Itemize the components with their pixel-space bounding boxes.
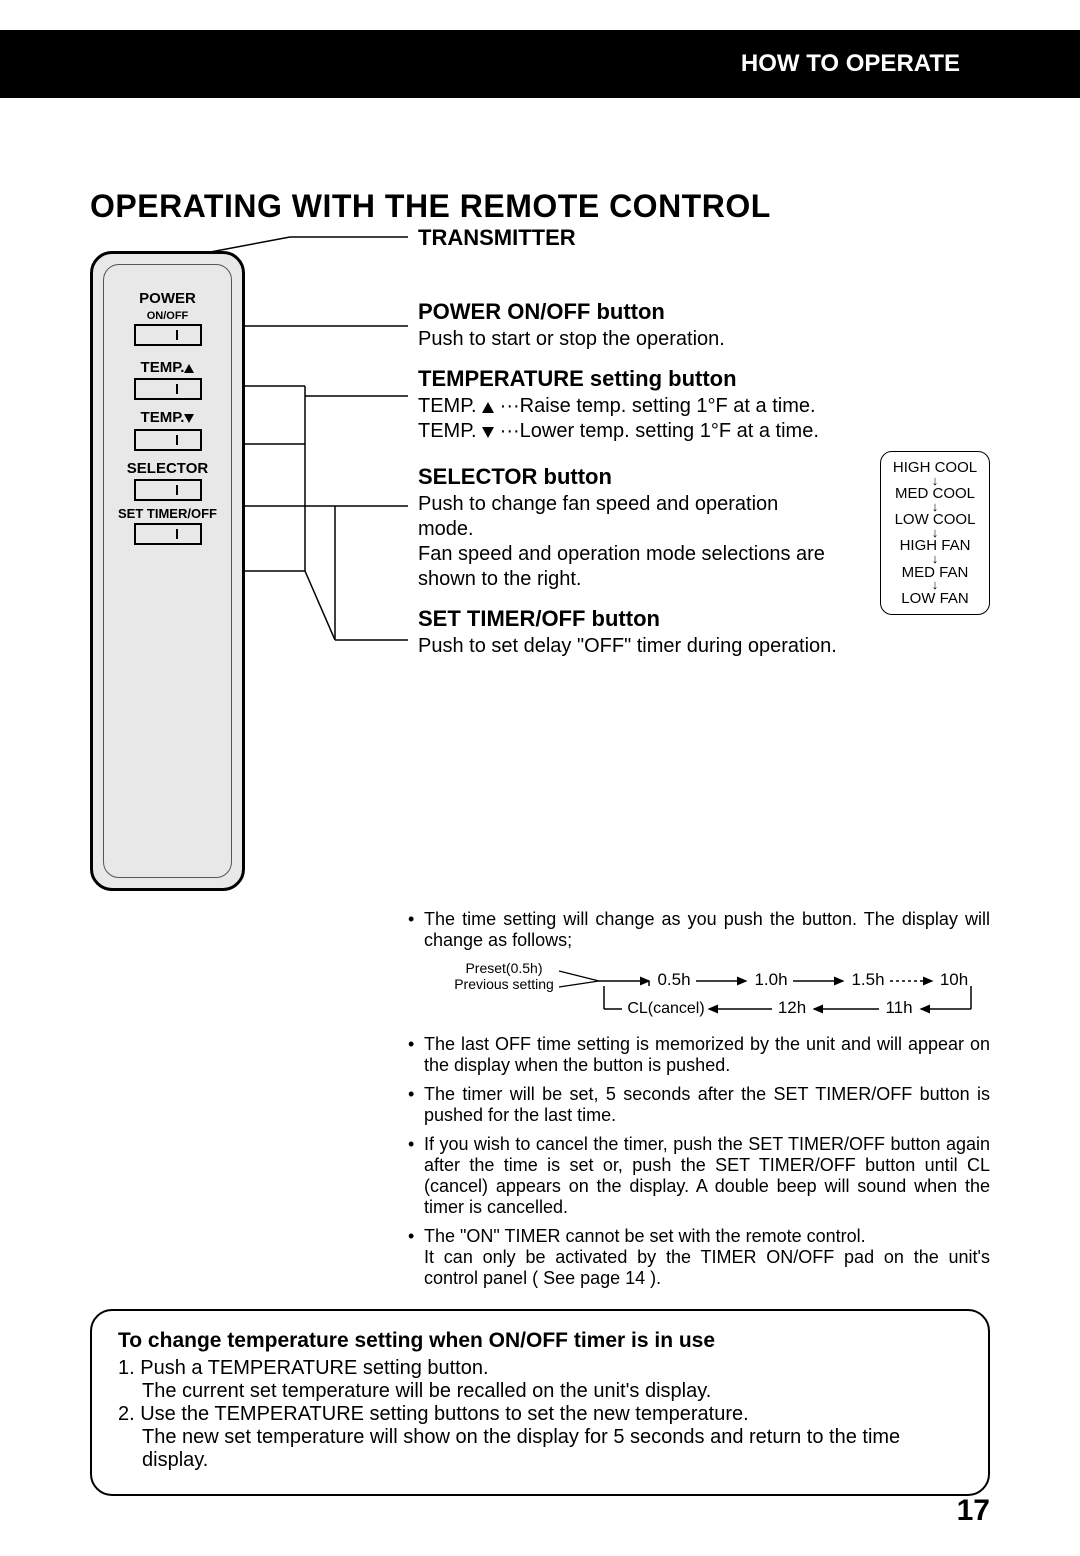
note-item: If you wish to cancel the timer, push th… [408, 1134, 990, 1218]
flow-svg: Preset(0.5h) Previous setting 0.5h 1.0h … [454, 961, 994, 1017]
remote-power-button [134, 324, 202, 346]
modes-box: HIGH COOL ↓ MED COOL ↓ LOW COOL ↓ HIGH F… [880, 451, 990, 615]
note-item: The "ON" TIMER cannot be set with the re… [408, 1226, 990, 1289]
remote-inner: POWER ON/OFF TEMP. TEMP. SELECTOR SET TI… [103, 264, 232, 878]
svg-text:10h: 10h [940, 970, 968, 989]
header-tab: HOW TO OPERATE [640, 30, 990, 98]
power-heading: POWER ON/OFF button [418, 299, 990, 325]
box-line: The new set temperature will show on the… [118, 1426, 962, 1472]
remote-power-label: POWER [116, 291, 219, 308]
section-title: HOW TO OPERATE [741, 50, 960, 78]
remote-col: POWER ON/OFF TEMP. TEMP. SELECTOR SET TI… [90, 231, 300, 891]
remote-selector-button [134, 479, 202, 501]
mode-item: LOW FAN [887, 591, 983, 607]
remote-outline: POWER ON/OFF TEMP. TEMP. SELECTOR SET TI… [90, 251, 245, 891]
header-bar: HOW TO OPERATE [0, 30, 1080, 98]
flow-prev: Previous setting [454, 976, 554, 992]
selector-body: Push to change fan speed and operation m… [418, 492, 838, 592]
power-body: Push to start or stop the operation. [418, 327, 990, 352]
main-grid: POWER ON/OFF TEMP. TEMP. SELECTOR SET TI… [90, 231, 990, 891]
remote-onoff-label: ON/OFF [116, 310, 219, 322]
remote-settimer-label: SET TIMER/OFF [116, 507, 219, 521]
settimer-body: Push to set delay "OFF" timer during ope… [418, 634, 990, 659]
svg-text:0.5h: 0.5h [657, 970, 690, 989]
box-heading: To change temperature setting when ON/OF… [118, 1329, 962, 1353]
remote-tempdn-label: TEMP. [116, 410, 219, 427]
temperature-body: TEMP. ···Raise temp. setting 1°F at a ti… [418, 394, 990, 444]
triangle-up-icon [482, 402, 494, 413]
note-item: The last OFF time setting is memorized b… [408, 1034, 990, 1076]
remote-tempdn-button [134, 429, 202, 451]
flow-preset: Preset(0.5h) [465, 961, 542, 976]
page-content: OPERATING WITH THE REMOTE CONTROL [0, 98, 1080, 1496]
timer-flow-diagram: Preset(0.5h) Previous setting 0.5h 1.0h … [454, 961, 990, 1022]
remote-selector-label: SELECTOR [116, 461, 219, 478]
transmitter-label: TRANSMITTER [418, 225, 990, 251]
triangle-up-icon [184, 364, 194, 373]
timer-notes: The time setting will change as you push… [408, 909, 990, 1289]
box-line: The current set temperature will be reca… [118, 1380, 962, 1403]
callouts-col: TRANSMITTER POWER ON/OFF button Push to … [300, 231, 990, 891]
note-item: The timer will be set, 5 seconds after t… [408, 1084, 990, 1126]
svg-text:1.0h: 1.0h [754, 970, 787, 989]
remote-settimer-button [134, 523, 202, 545]
page-number: 17 [957, 1494, 990, 1528]
note-item: The time setting will change as you push… [408, 909, 990, 1022]
page-title: OPERATING WITH THE REMOTE CONTROL [90, 188, 990, 225]
svg-text:12h: 12h [778, 998, 806, 1017]
box-line: 1. Push a TEMPERATURE setting button. [118, 1357, 962, 1380]
temperature-heading: TEMPERATURE setting button [418, 366, 990, 392]
triangle-down-icon [184, 414, 194, 423]
temperature-change-box: To change temperature setting when ON/OF… [90, 1309, 990, 1496]
triangle-down-icon [482, 427, 494, 438]
box-line: 2. Use the TEMPERATURE setting buttons t… [118, 1403, 962, 1426]
remote-tempup-button [134, 378, 202, 400]
svg-text:1.5h: 1.5h [851, 970, 884, 989]
svg-text:11h: 11h [885, 998, 912, 1017]
arrow-down-icon: ↓ [887, 554, 983, 564]
svg-text:CL(cancel): CL(cancel) [627, 1000, 704, 1017]
remote-tempup-label: TEMP. [116, 360, 219, 377]
